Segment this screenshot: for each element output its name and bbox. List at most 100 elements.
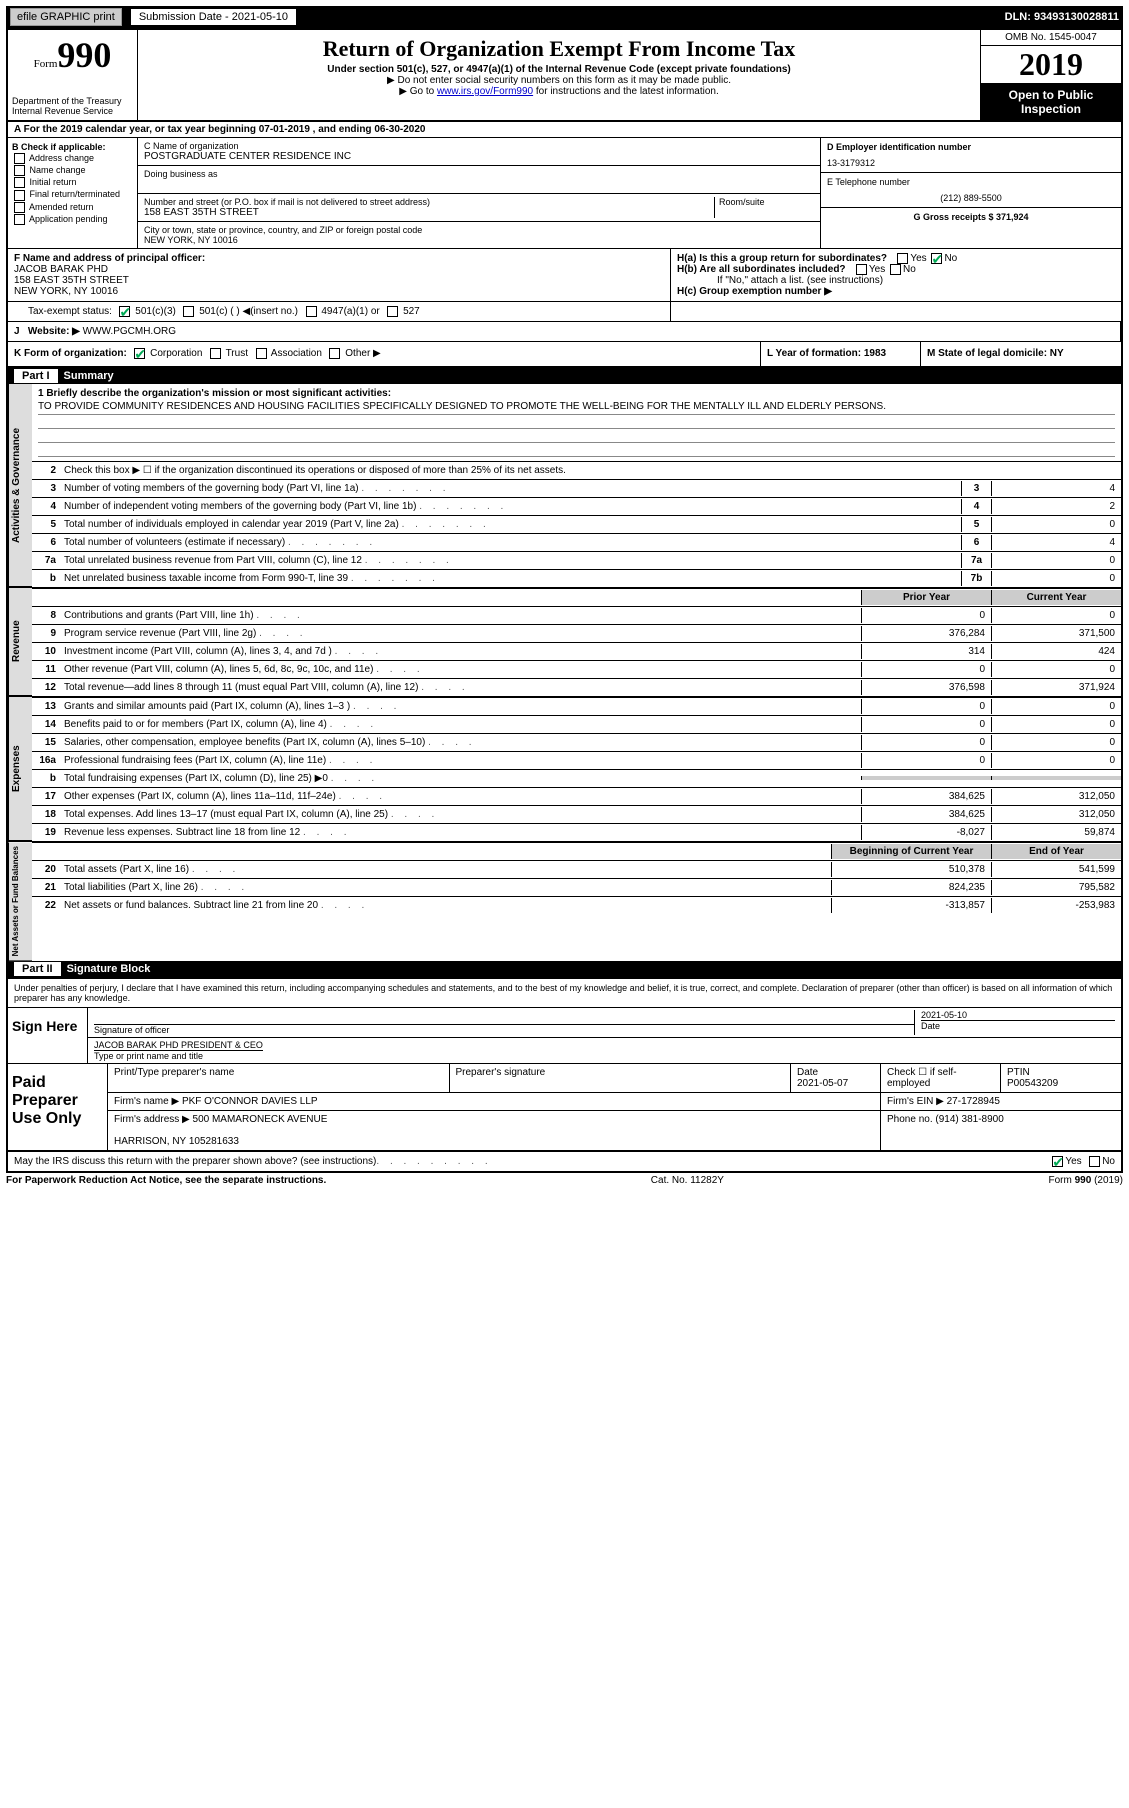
hb-yes-checkbox[interactable] (856, 264, 867, 275)
officer-addr2: NEW YORK, NY 10016 (14, 286, 118, 297)
line-17-prior: 384,625 (861, 789, 991, 804)
line-14: Benefits paid to or for members (Part IX… (60, 717, 861, 732)
efile-button[interactable]: efile GRAPHIC print (10, 8, 122, 26)
firm-addr1: 500 MAMARONECK AVENUE (193, 1114, 328, 1125)
line-7a-value: 0 (991, 553, 1121, 568)
line-10-prior: 314 (861, 644, 991, 659)
check-address-change[interactable] (14, 153, 25, 164)
line-19-prior: -8,027 (861, 825, 991, 840)
firm-phone: (914) 381-8900 (935, 1114, 1003, 1125)
footer-form: Form 990 (2019) (1049, 1175, 1123, 1186)
mission-text: TO PROVIDE COMMUNITY RESIDENCES AND HOUS… (38, 399, 1115, 415)
side-label-revenue: Revenue (8, 588, 32, 696)
hb-no-checkbox[interactable] (890, 264, 901, 275)
line-20-prior: 510,378 (831, 862, 991, 877)
ha-yes-checkbox[interactable] (897, 253, 908, 264)
line-4: Number of independent voting members of … (60, 499, 961, 514)
line-22-prior: -313,857 (831, 898, 991, 913)
city-label: City or town, state or province, country… (144, 225, 814, 235)
subtitle-3: ▶ Go to www.irs.gov/Form990 for instruct… (142, 86, 976, 97)
line-5-value: 0 (991, 517, 1121, 532)
501c3-checkbox[interactable] (119, 306, 130, 317)
hc-label: H(c) Group exemption number ▶ (677, 286, 832, 297)
form-number: 990 (57, 35, 111, 75)
omb-number: OMB No. 1545-0047 (981, 30, 1121, 46)
ptin: P00543209 (1007, 1078, 1058, 1089)
irs-link[interactable]: www.irs.gov/Form990 (437, 86, 533, 97)
org-name: POSTGRADUATE CENTER RESIDENCE INC (144, 151, 814, 162)
4947-checkbox[interactable] (306, 306, 317, 317)
ha-label: H(a) Is this a group return for subordin… (677, 253, 887, 264)
line-16a: Professional fundraising fees (Part IX, … (60, 753, 861, 768)
line-b-prior (861, 776, 991, 780)
tax-year: 2019 (981, 46, 1121, 84)
website-j: J (14, 326, 20, 337)
col-prior-year: Prior Year (861, 590, 991, 605)
line-b: Total fundraising expenses (Part IX, col… (60, 771, 861, 786)
col-beginning: Beginning of Current Year (831, 844, 991, 859)
check-initial-return[interactable] (14, 177, 25, 188)
line-8-prior: 0 (861, 608, 991, 623)
open-to-public: Open to Public Inspection (981, 84, 1121, 120)
line-21: Total liabilities (Part X, line 26) . . … (60, 880, 831, 895)
line-9-prior: 376,284 (861, 626, 991, 641)
form-title: Return of Organization Exempt From Incom… (142, 36, 976, 62)
corp-checkbox[interactable] (134, 348, 145, 359)
line-b-current (991, 776, 1121, 780)
line-10-current: 424 (991, 644, 1121, 659)
501c-checkbox[interactable] (183, 306, 194, 317)
discuss-no-checkbox[interactable] (1089, 1156, 1100, 1167)
line-16a-current: 0 (991, 753, 1121, 768)
check-amended-return[interactable] (14, 202, 25, 213)
527-checkbox[interactable] (387, 306, 398, 317)
line-9-current: 371,500 (991, 626, 1121, 641)
footer-catno: Cat. No. 11282Y (651, 1175, 724, 1186)
line-14-prior: 0 (861, 717, 991, 732)
prep-date: 2021-05-07 (797, 1078, 848, 1089)
assoc-checkbox[interactable] (256, 348, 267, 359)
prep-sig-label: Preparer's signature (450, 1064, 792, 1092)
line-12-current: 371,924 (991, 680, 1121, 695)
discuss-yes-checkbox[interactable] (1052, 1156, 1063, 1167)
check-final-return/terminated[interactable] (14, 190, 25, 201)
line-19: Revenue less expenses. Subtract line 18 … (60, 825, 861, 840)
line-b-value: 0 (991, 571, 1121, 586)
check-self-employed: Check ☐ if self-employed (881, 1064, 1001, 1092)
line-3-value: 4 (991, 481, 1121, 496)
line-13-prior: 0 (861, 699, 991, 714)
line-9: Program service revenue (Part VIII, line… (60, 626, 861, 641)
declaration: Under penalties of perjury, I declare th… (8, 977, 1121, 1007)
other-checkbox[interactable] (329, 348, 340, 359)
c-name-label: C Name of organization (144, 141, 814, 151)
part-1-header: Part ISummary (8, 368, 1121, 384)
check-application-pending[interactable] (14, 214, 25, 225)
discuss-question: May the IRS discuss this return with the… (14, 1156, 376, 1167)
sig-officer-label: Signature of officer (94, 1024, 914, 1035)
line-15: Salaries, other compensation, employee b… (60, 735, 861, 750)
line-5: Total number of individuals employed in … (60, 517, 961, 532)
line-21-prior: 824,235 (831, 880, 991, 895)
state-domicile: M State of legal domicile: NY (921, 342, 1121, 365)
line-15-prior: 0 (861, 735, 991, 750)
trust-checkbox[interactable] (210, 348, 221, 359)
line-6-value: 4 (991, 535, 1121, 550)
firm-ein: 27-1728945 (947, 1096, 1000, 1107)
form-990: Form990 Department of the Treasury Inter… (6, 28, 1123, 1173)
type-name-label: Type or print name and title (94, 1050, 263, 1061)
line-6: Total number of volunteers (estimate if … (60, 535, 961, 550)
firm-addr2: HARRISON, NY 105281633 (114, 1136, 239, 1147)
row-a-tax-year: A For the 2019 calendar year, or tax yea… (8, 122, 1121, 138)
line-18-prior: 384,625 (861, 807, 991, 822)
line-15-current: 0 (991, 735, 1121, 750)
hb-note: If "No," attach a list. (see instruction… (677, 275, 1115, 286)
ha-no-checkbox[interactable] (931, 253, 942, 264)
col-end: End of Year (991, 844, 1121, 859)
paid-preparer-label: Paid Preparer Use Only (8, 1064, 108, 1150)
line-b: Net unrelated business taxable income fr… (60, 571, 961, 586)
subtitle-1: Under section 501(c), 527, or 4947(a)(1)… (142, 64, 976, 75)
check-name-change[interactable] (14, 165, 25, 176)
website-url: WWW.PGCMH.ORG (83, 326, 176, 337)
line-20-current: 541,599 (991, 862, 1121, 877)
date-label: Date (921, 1020, 1115, 1031)
ein-label: D Employer identification number (827, 142, 971, 152)
